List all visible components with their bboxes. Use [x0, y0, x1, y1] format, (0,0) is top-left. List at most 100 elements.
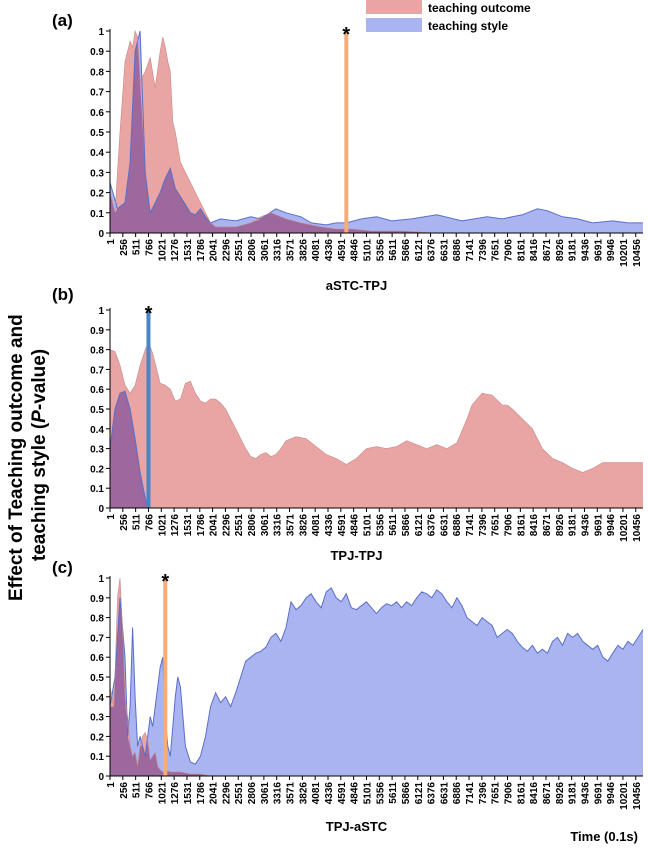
x-tick-label: 2551	[234, 239, 245, 262]
x-tick-label: 766	[144, 239, 155, 256]
x-tick-label: 10456	[632, 782, 643, 810]
line-teaching-outcome	[109, 577, 643, 777]
x-tick-label: 8926	[555, 239, 566, 262]
x-tick-label: 4591	[337, 514, 348, 537]
x-tick-label: 511	[132, 514, 143, 531]
legend-label-outcome: teaching outcome	[428, 1, 531, 15]
y-tick-label: 0.3	[90, 168, 104, 179]
panel-1: (a)*00.10.20.30.40.50.60.70.80.911 256 511…	[52, 11, 643, 293]
x-tick-label: 1531	[183, 514, 194, 537]
x-tick-label: 766	[144, 514, 155, 531]
y-tick-label: 0.5	[90, 673, 104, 684]
x-tick-label: 3571	[286, 782, 297, 805]
panel-x-label: aSTC-TPJ	[326, 278, 387, 293]
panel-3: (c)*00.10.20.30.40.50.60.70.80.911 256 511…	[52, 558, 644, 834]
x-tick-label: 3316	[273, 514, 284, 537]
x-tick-label: 8161	[516, 782, 527, 805]
panel-letter: (c)	[52, 558, 73, 577]
x-tick-label: 8416	[529, 782, 540, 805]
x-tick-label: 8671	[542, 782, 553, 805]
line-teaching-outcome	[109, 29, 643, 234]
x-tick-label: 3316	[273, 239, 284, 262]
x-tick-label: 3571	[286, 239, 297, 262]
x-tick-label: 2041	[209, 782, 220, 805]
x-tick-label: 6376	[427, 782, 438, 805]
x-tick-label: 1	[106, 514, 117, 520]
x-tick-label: 7906	[504, 782, 515, 805]
x-tick-label: 10201	[619, 239, 630, 267]
x-tick-label: 1276	[170, 514, 181, 537]
x-tick-label: 4081	[311, 782, 322, 805]
x-tick-label: 6886	[452, 782, 463, 805]
x-tick-label: 6121	[414, 782, 425, 805]
y-tick-label: 0.9	[90, 47, 104, 58]
x-tick-label: 6886	[452, 239, 463, 262]
x-tick-label: 2806	[247, 239, 258, 262]
x-tick-label: 3571	[286, 514, 297, 537]
x-tick-label: 256	[119, 782, 130, 799]
x-tick-label: 6121	[414, 239, 425, 262]
x-tick-label: 9181	[568, 782, 579, 805]
x-tick-label: 1786	[196, 239, 207, 262]
y-tick-label: 0.6	[90, 653, 104, 664]
y-tick-label: 0.5	[90, 128, 104, 139]
x-tick-label: 7396	[478, 782, 489, 805]
x-tick-label: 3826	[298, 239, 309, 262]
significance-star: *	[161, 571, 169, 593]
y-tick-label: 0.7	[90, 88, 104, 99]
legend-label-style: teaching style	[428, 19, 508, 33]
y-tick-label: 0.3	[90, 713, 104, 724]
x-tick-label: 1531	[183, 239, 194, 262]
y-tick-label: 0.4	[90, 693, 104, 704]
x-tick-label: 7141	[465, 514, 476, 537]
x-tick-label: 5101	[362, 239, 373, 262]
x-tick-label: 5611	[388, 514, 399, 536]
y-tick-label: 0.1	[90, 209, 104, 220]
x-tick-label: 8416	[529, 514, 540, 537]
x-tick-label: 4336	[324, 239, 335, 262]
x-tick-label: 8416	[529, 239, 540, 262]
y-tick-label: 0.8	[90, 67, 104, 78]
x-tick-label: 2296	[221, 239, 232, 262]
time-label: Time (0.1s)	[570, 829, 638, 844]
legend-swatch-style	[366, 18, 422, 32]
y-tick-label: 1	[98, 574, 104, 585]
x-tick-label: 10456	[632, 239, 643, 267]
x-tick-label: 7396	[478, 239, 489, 262]
panel-x-label: TPJ-aSTC	[326, 819, 388, 834]
x-tick-label: 1531	[183, 782, 194, 805]
panels: (a)*00.10.20.30.40.50.60.70.80.911 256 511…	[52, 11, 644, 834]
x-tick-label: 9436	[580, 782, 591, 805]
x-tick-label: 6631	[439, 239, 450, 262]
y-axis-label-text-b: -value)	[29, 349, 50, 410]
x-tick-label: 5356	[375, 782, 386, 805]
y-tick-label: 0.1	[90, 752, 104, 763]
x-tick-label: 6376	[427, 514, 438, 537]
x-tick-label: 2296	[221, 514, 232, 537]
y-tick-label: 0.1	[90, 484, 104, 495]
x-tick-label: 2551	[234, 514, 245, 537]
panel-letter: (a)	[52, 11, 73, 30]
y-tick-label: 0.8	[90, 614, 104, 625]
y-tick-label: 0.8	[90, 346, 104, 357]
panel-2: (b)*00.10.20.30.40.50.60.70.80.911 256 511…	[52, 285, 643, 563]
x-tick-label: 6631	[439, 782, 450, 805]
x-tick-label: 3826	[298, 514, 309, 537]
x-tick-label: 7651	[491, 782, 502, 805]
x-tick-label: 4846	[350, 239, 361, 262]
x-tick-label: 5611	[388, 782, 399, 804]
x-tick-label: 3061	[260, 514, 271, 537]
y-axis-label-line1: Effect of Teaching outcome and	[6, 314, 27, 601]
x-tick-label: 256	[119, 239, 130, 256]
x-tick-label: 5101	[362, 782, 373, 805]
x-tick-label: 6121	[414, 514, 425, 537]
x-tick-label: 5356	[375, 514, 386, 537]
x-tick-label: 7651	[491, 239, 502, 262]
x-tick-label: 7906	[504, 514, 515, 537]
x-tick-label: 9436	[580, 514, 591, 537]
x-tick-label: 9436	[580, 239, 591, 262]
x-tick-label: 4336	[324, 514, 335, 537]
y-tick-label: 0.7	[90, 365, 104, 376]
x-tick-label: 9691	[593, 514, 604, 537]
